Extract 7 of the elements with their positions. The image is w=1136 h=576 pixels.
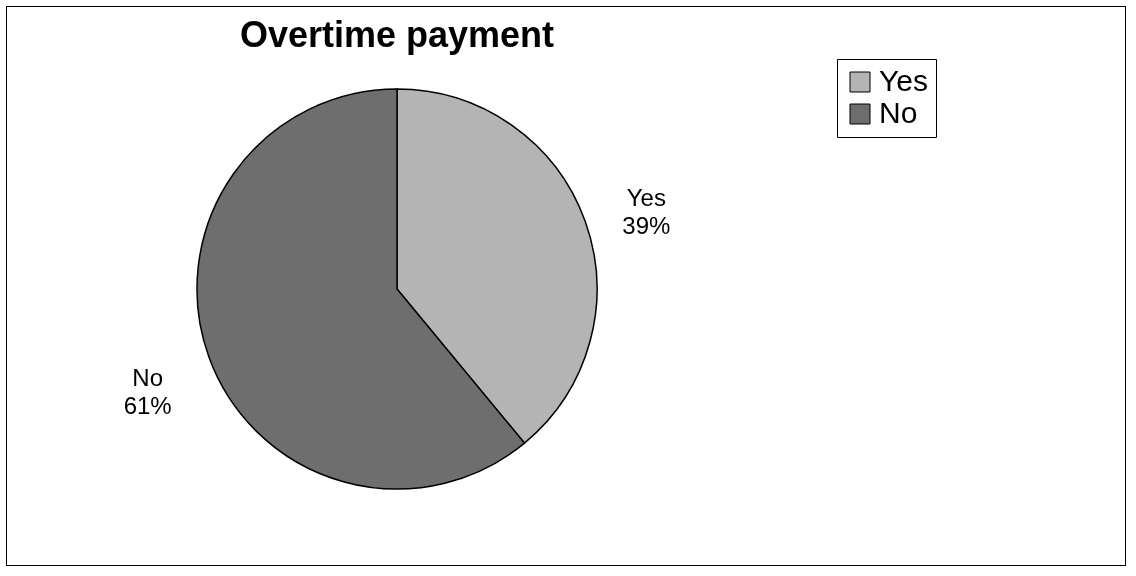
data-label: 39% bbox=[622, 212, 671, 240]
chart-title: Overtime payment bbox=[239, 13, 555, 55]
legend-label: Yes bbox=[879, 64, 928, 97]
legend-label: No bbox=[879, 96, 918, 129]
slice-label: No bbox=[132, 363, 164, 391]
slice-label: Yes bbox=[626, 184, 666, 212]
data-label: 61% bbox=[123, 391, 172, 419]
